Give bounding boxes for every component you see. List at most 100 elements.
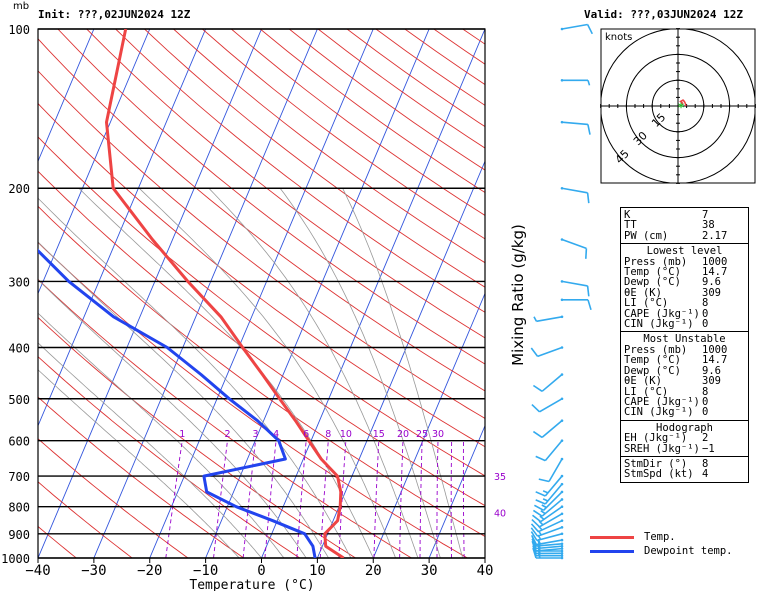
mixing-ratio-tick-label: 4 [273,429,279,440]
ll-row-dewp: Dewp (°C) 9.6 [624,276,721,289]
wind-barb-flag [532,384,543,392]
temp-tick-label: 0 [257,563,265,579]
index-row-tt: TT 38 [624,219,715,232]
isotherm-line [38,29,151,295]
moist-adiabat-line [38,342,262,558]
mixing-ratio-line [399,440,404,558]
storm-row-dir: StmDir (°) 8 [624,457,709,470]
pressure-tick-label: 200 [8,182,30,196]
mu-row-thetae: θE (K) 309 [624,375,721,388]
wind-barb-staff [541,373,563,392]
most-unstable-section: Most Unstable Press (mb) 1000 Temp (°C) 14… [621,331,748,419]
moist-adiabat-line [38,369,240,558]
wind-barb-staff [537,346,563,358]
mixing-ratio-line [462,440,465,558]
ll-row-cape: CAPE (Jkg⁻¹) 0 [624,307,709,320]
wind-barb-staff [541,498,563,517]
wind-barb-flag [530,534,538,545]
hodo-row-sreh: SREH (Jkg⁻¹) −1 [624,442,715,455]
wind-barb-staff [544,475,563,497]
temp-tick-label: 20 [365,563,382,579]
ll-row-cin: CIN (Jkg⁻¹) 0 [624,318,709,331]
mixing-ratio-tick-label: 1 [179,429,185,440]
wind-barb-half-flag [539,515,545,521]
mixing-ratio-tick-label: 6 [303,429,309,440]
wind-barb-staff [536,547,563,552]
isotherm-line [149,29,374,558]
dry-adiabat-line [38,278,412,558]
pressure-tick-label: 800 [8,501,30,515]
valid-time-label: Valid: ???,03JUN2024 12Z [584,8,743,21]
wind-barb-half-flag [587,80,591,86]
wind-barb-flag [535,499,546,505]
wind-barb-staff [544,440,563,462]
temp-tick-label: −10 [193,563,218,579]
isotherm-line [205,29,430,558]
pressure-tick-label: 300 [8,275,30,289]
dry-adiabat-line [115,29,485,313]
dry-adiabat-line [38,102,485,448]
pressure-tick-label: 700 [8,470,30,484]
mu-row-cape: CAPE (Jkg⁻¹) 0 [624,395,709,408]
storm-section: StmDir (°) 8 StmSpd (kt) 4 [621,455,748,482]
dry-adiabat-line [38,481,133,558]
storm-row-spd: StmSpd (kt) 4 [624,468,709,481]
wind-barb-flag [530,527,539,537]
wind-barb-flag [530,523,539,533]
mu-row-dewp: Dewp (°C) 9.6 [624,364,721,377]
wind-barb-staff [544,483,563,505]
mixing-ratio-tick-label: 35 [494,472,506,483]
pressure-tick-label: 400 [8,341,30,355]
mixing-ratio-tick-label: 40 [494,508,506,519]
dry-adiabat-line [144,29,485,288]
dry-adiabat-line [38,396,245,558]
dewpoint-line [38,248,317,558]
wind-barbs [530,23,594,560]
temp-tick-label: −30 [81,563,106,579]
mu-row-li: LI (°C) 8 [624,385,709,398]
lowest-level-section: Lowest level Press (mb) 1000 Temp (°C) 14.… [621,243,748,331]
temp-tick-label: 30 [421,563,438,579]
index-row-pw: PW (cm) 2.17 [624,229,728,242]
x-axis-title: Temperature (°C) [189,578,314,591]
mixing-ratio-tick-label: 30 [432,429,444,440]
storm-motion-marker: * [678,100,685,114]
wind-barb-staff [561,280,588,287]
wind-barb-flag [532,509,543,517]
wind-barb-flag [532,514,542,523]
hodograph-trace [679,99,687,106]
mixing-ratio-line [242,440,256,558]
wind-barb-staff [539,398,563,413]
wind-barb-staff [539,513,563,528]
most-unstable-title: Most Unstable [643,333,726,346]
wind-barb-flag [534,504,544,512]
wind-barb-flag [535,455,546,462]
wind-barb-half-flag [533,316,538,322]
dry-adiabat-line [57,29,485,365]
isotherm-line [316,160,485,558]
temp-tick-label: 10 [309,563,326,579]
axis-labels: 1 2 3 4 6 8 10 15 20 25 30354010020030040050060070… [1,23,506,579]
wind-barb-staff [561,238,587,250]
ll-row-temp: Temp (°C) 14.7 [624,266,728,279]
wind-barb-flag [530,531,538,541]
legend-temp: Temp. [590,531,676,543]
wind-barb-staff [536,545,563,550]
wind-barb-half-flag [542,498,549,502]
wind-barb-staff [561,187,588,194]
wind-barb-flag [531,538,537,549]
moist-adiabat-line [38,241,329,558]
wind-barb-staff [536,539,563,546]
mixing-ratio-tick-label: 2 [224,429,230,440]
ll-row-press: Press (mb) 1000 [624,255,728,268]
wind-barb-staff [536,316,563,323]
legend-temp-swatch [590,535,634,539]
wind-barb-staff [543,491,563,511]
pressure-tick-label: 100 [8,23,30,37]
isotherm-line [38,29,95,163]
wind-barb-flag [531,404,541,413]
legend-dewpoint-label: Dewpoint temp. [644,545,733,557]
mixing-ratio-line [296,440,307,558]
